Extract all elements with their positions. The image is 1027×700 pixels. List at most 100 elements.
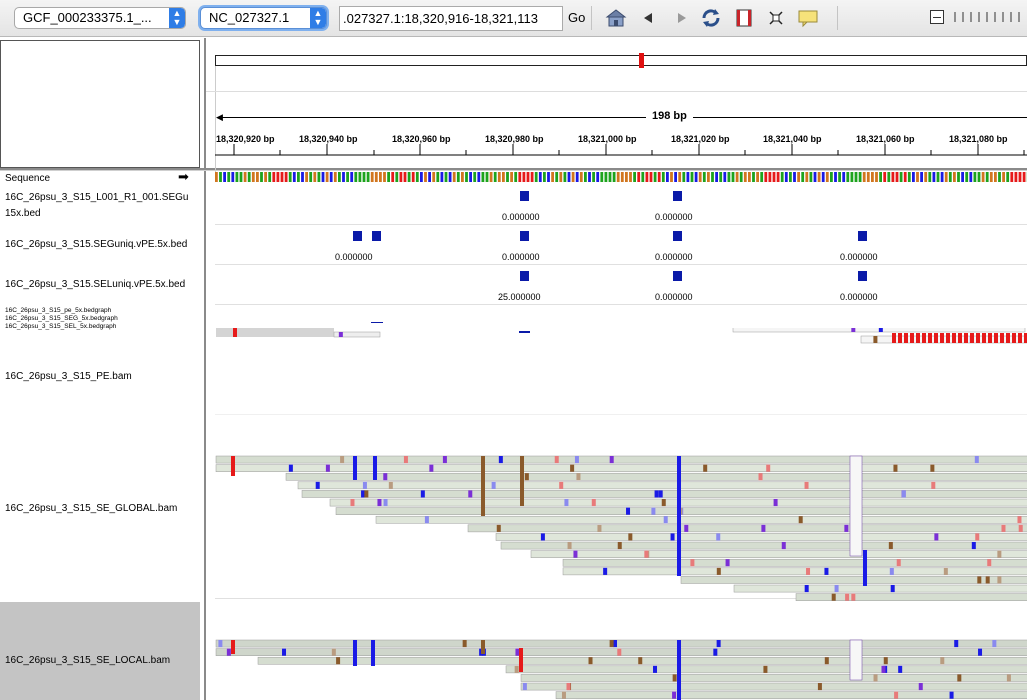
bed-score: 0.000000 [840,292,878,302]
panel-divider[interactable] [204,38,206,700]
refresh-icon[interactable] [700,8,722,28]
mismatch [383,473,388,481]
mismatch [918,683,923,691]
read [680,576,1027,584]
track-name-bedgraph-seg[interactable]: 16C_26psu_3_S15_SEG_5x.bedgraph [5,315,118,322]
mismatch [644,550,649,558]
bed-feature[interactable] [858,271,867,281]
bed-feature[interactable] [673,271,682,281]
mismatch [958,333,962,343]
track-name-sequence[interactable]: Sequence [5,173,51,184]
mismatch [554,456,559,464]
mismatch [940,333,944,343]
sequence-base [731,172,735,182]
sequence-base [280,172,284,182]
strand-arrow-icon[interactable]: ➡ [178,169,189,184]
sequence-base [698,172,702,182]
home-icon[interactable] [605,8,627,28]
zoom-out-icon[interactable] [930,10,944,24]
track-name-bedgraph-sel[interactable]: 16C_26psu_3_S15_SEL_5x.bedgraph [5,323,117,330]
sequence-base [661,172,665,182]
chromosome-select-stepper-icon: ▲ ▼ [310,8,326,28]
go-button[interactable]: Go [568,10,586,25]
track-name-se-local[interactable]: 16C_26psu_3_S15_SE_LOCAL.bam [5,655,171,666]
bed-feature[interactable] [372,231,381,241]
track-name-panel [0,38,204,700]
track-separator [215,598,1027,599]
header-divider[interactable] [0,168,1027,170]
sequence-base [739,172,743,182]
sequence-base [694,172,698,182]
sequence-base [948,172,952,182]
sequence-track[interactable] [215,172,1027,182]
resize-icon[interactable] [765,8,787,28]
back-icon[interactable] [640,8,662,28]
sequence-base [657,172,661,182]
sequence-base [489,172,493,182]
bed-feature[interactable] [858,231,867,241]
data-panel[interactable]: ◀ 198 bp 18,320,920 bp 18,320,940 bp 18,… [206,38,1027,700]
sequence-base [260,172,263,182]
mismatch [713,648,718,656]
mismatch [1006,674,1011,682]
track-name-se-global[interactable]: 16C_26psu_3_S15_SE_GLOBAL.bam [5,503,178,514]
alignment-tracks[interactable] [206,328,1027,700]
sequence-base [752,172,755,182]
mismatch [570,464,575,472]
bed-feature[interactable] [520,271,529,281]
mismatch [1006,333,1010,343]
mismatch [442,456,447,464]
read [285,472,1027,481]
sequence-base [362,172,366,182]
sequence-base [292,172,296,182]
sequence-base [493,172,497,182]
genome-select[interactable]: GCF_000233375.1_... ▲ ▼ [14,7,186,29]
sequence-base [821,172,825,182]
mismatch [514,665,519,673]
mismatch [1000,333,1004,343]
mismatch [353,640,357,666]
sequence-base [940,172,944,182]
sequence-base [370,172,374,182]
bed-feature[interactable] [520,191,529,201]
header-divider-line [0,170,1027,171]
mismatch [928,333,932,343]
track-name-pe-bam[interactable]: 16C_26psu_3_S15_PE.bam [5,371,132,382]
sequence-base [813,172,817,182]
sequence-base [428,172,431,182]
popup-text-icon[interactable] [797,8,819,28]
bed-feature[interactable] [673,191,682,201]
sequence-base [329,172,333,182]
chromosome-ideogram[interactable] [215,55,1027,66]
mismatch [491,481,496,489]
bed-feature[interactable] [673,231,682,241]
track-name-segu-cont[interactable]: 15x.bed [5,208,41,219]
track-name-bedgraph-pe[interactable]: 16C_26psu_3_S15_pe_5x.bedgraph [5,307,112,314]
bed-feature[interactable] [520,231,529,241]
sequence-base [608,172,612,182]
mismatch [496,524,501,532]
roi-icon[interactable] [733,8,755,28]
bed-score: 0.000000 [655,212,693,222]
sequence-base [317,172,321,182]
mismatch [851,593,856,601]
mismatch [567,542,572,550]
mismatch [943,567,948,575]
sequence-base [485,172,489,182]
track-name-seluniq[interactable]: 16C_26psu_3_S15.SELuniq.vPE.5x.bed [5,279,186,290]
track-name-segu[interactable]: 16C_26psu_3_S15_L001_R1_001.SEGu [5,192,189,203]
chromosome-select[interactable]: NC_027327.1 ▲ ▼ [200,7,327,29]
mismatch [893,464,898,472]
bed-score: 0.000000 [840,252,878,262]
track-name-seguniq[interactable]: 16C_26psu_3_S15.SEGuniq.vPE.5x.bed [5,239,188,250]
sequence-base [797,172,800,182]
sequence-base [456,172,460,182]
sequence-base [838,172,841,182]
zoom-slider[interactable] [953,10,1027,24]
sequence-base [256,172,259,182]
bed-feature[interactable] [353,231,362,241]
forward-icon[interactable] [670,8,692,28]
mismatch [1017,516,1022,524]
locus-input[interactable]: .027327.1:18,320,916-18,321,113 [339,6,563,31]
mismatch [591,499,596,507]
